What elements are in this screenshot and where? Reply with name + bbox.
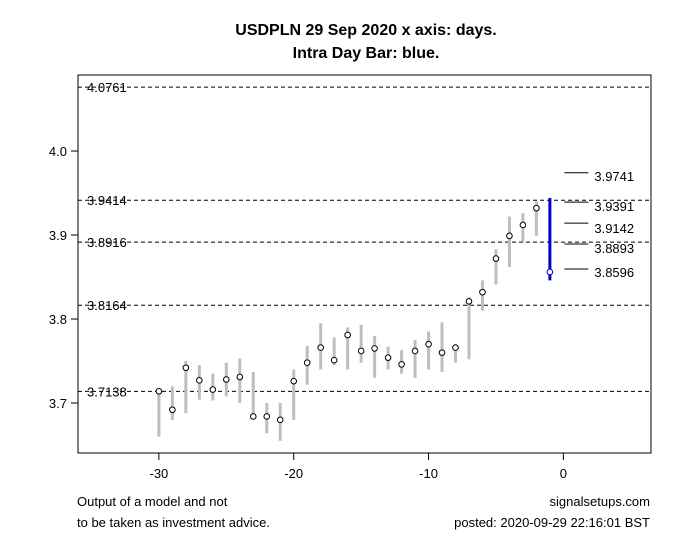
level-label: 4.0761: [87, 80, 127, 95]
close-marker: [249, 413, 257, 420]
close-marker: [182, 364, 190, 372]
close-marker: [209, 386, 217, 393]
disclaimer-line-2: to be taken as investment advice.: [77, 515, 270, 530]
intraday-bar-group: [546, 198, 554, 281]
level-label: 3.9414: [87, 193, 127, 208]
close-marker: [303, 359, 311, 367]
right-marker-label: 3.8893: [594, 241, 634, 256]
close-marker: [479, 288, 486, 296]
right-marker-label: 3.9391: [594, 199, 634, 214]
daily-bars: [155, 201, 540, 441]
close-marker: [533, 204, 540, 212]
plot-frame: [77, 74, 652, 454]
level-label: 3.7138: [87, 384, 127, 399]
y-axis: 3.7 3.8 3.9 4.0: [49, 144, 79, 411]
close-marker: [398, 361, 405, 368]
y-tick-label: 3.9: [49, 228, 67, 243]
close-marker: [438, 349, 446, 356]
close-marker: [344, 331, 351, 339]
level-lines: 4.0761 3.9414 3.8916 3.8164 3.7138: [78, 80, 651, 399]
close-marker: [196, 377, 203, 384]
close-marker: [263, 413, 271, 420]
chart-title-line-2: Intra Day Bar: blue.: [293, 45, 440, 62]
close-marker: [492, 255, 500, 262]
x-tick-label: -20: [284, 466, 303, 481]
level-label: 3.8164: [87, 298, 127, 313]
y-tick-label: 3.8: [49, 312, 67, 327]
close-marker: [357, 347, 365, 355]
close-marker: [330, 356, 338, 364]
x-tick-label: -30: [149, 466, 168, 481]
y-tick-label: 3.7: [49, 396, 67, 411]
close-marker: [236, 373, 244, 381]
right-markers: 3.9741 3.9391 3.9142 3.8893 3.8596: [564, 169, 634, 280]
close-marker: [425, 340, 432, 348]
close-marker: [169, 406, 176, 414]
close-marker: [317, 344, 324, 351]
posted-timestamp: posted: 2020-09-29 22:16:01 BST: [454, 515, 650, 530]
level-label: 3.8916: [87, 235, 127, 250]
close-marker: [384, 354, 392, 361]
right-marker-label: 3.9741: [594, 169, 634, 184]
x-tick-label: -10: [419, 466, 438, 481]
close-marker: [223, 376, 230, 383]
close-marker: [290, 377, 298, 385]
close-marker: [371, 345, 378, 352]
right-marker-label: 3.9142: [594, 221, 634, 236]
chart-title-line-1: USDPLN 29 Sep 2020 x axis: days.: [235, 22, 496, 39]
x-tick-label: 0: [560, 466, 567, 481]
y-tick-label: 4.0: [49, 144, 67, 159]
site-credit: signalsetups.com: [549, 494, 650, 509]
right-marker-label: 3.8596: [594, 265, 634, 280]
close-marker: [519, 221, 527, 229]
close-marker: [452, 344, 459, 351]
disclaimer-line-1: Output of a model and not: [77, 494, 228, 509]
intraday-close-marker: [546, 268, 554, 276]
close-marker: [465, 298, 473, 305]
x-axis: -30 -20 -10 0: [149, 452, 567, 481]
close-marker: [411, 347, 419, 355]
close-marker: [155, 387, 163, 395]
close-marker: [276, 416, 284, 424]
close-marker: [506, 232, 513, 240]
